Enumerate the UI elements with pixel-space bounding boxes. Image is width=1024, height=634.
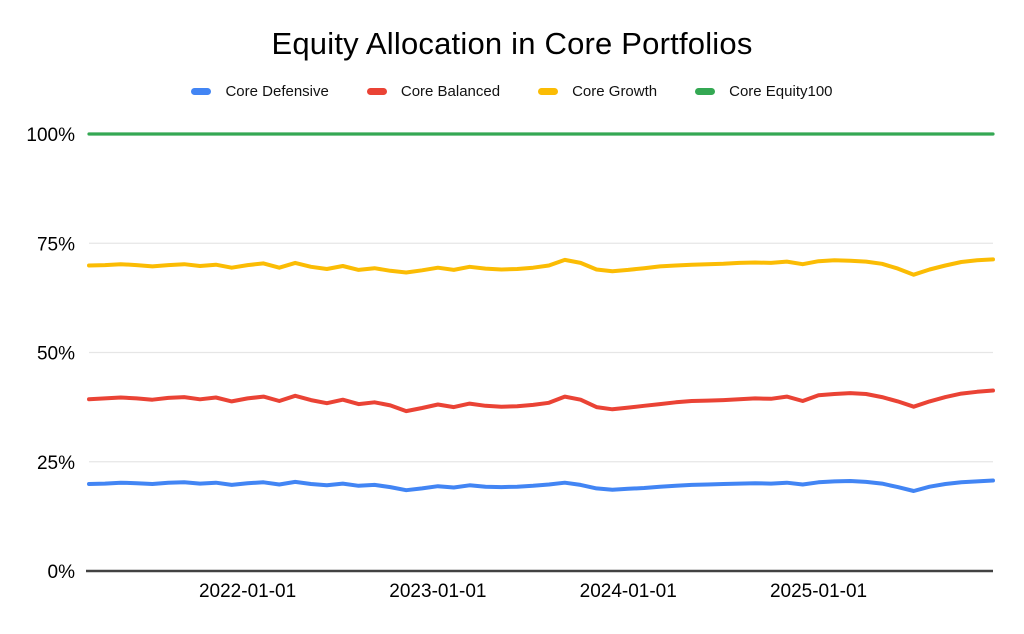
legend-swatch-icon <box>366 87 387 95</box>
y-tick-label: 100% <box>26 125 75 146</box>
legend-item-core-growth: Core Growth <box>538 83 657 100</box>
series-line-core-balanced <box>87 388 995 414</box>
x-tick-label: 2025-01-01 <box>770 581 867 602</box>
series-line-core-growth <box>87 257 995 277</box>
x-tick-label: 2022-01-01 <box>199 581 296 602</box>
y-tick-label: 50% <box>37 344 75 365</box>
legend-item-core-defensive: Core Defensive <box>191 82 329 100</box>
legend-label: Core Balanced <box>400 82 501 100</box>
series-line-core-defensive <box>87 478 995 493</box>
legend-swatch-icon <box>538 87 559 95</box>
x-tick-label: 2024-01-01 <box>580 581 677 602</box>
legend-label: Core Growth <box>572 82 658 100</box>
legend-label: Core Defensive <box>225 82 329 100</box>
chart-title: Equity Allocation in Core Portfolios <box>271 26 753 61</box>
legend-label: Core Equity100 <box>729 82 833 100</box>
legend-swatch-icon <box>191 87 212 95</box>
chart-legend: Core Defensive Core Balanced Core Growth Co… <box>0 80 1024 102</box>
y-tick-label: 75% <box>37 234 75 255</box>
legend-item-core-balanced: Core Balanced <box>366 82 501 100</box>
y-tick-label: 25% <box>37 453 75 474</box>
y-tick-label: 0% <box>48 562 76 583</box>
legend-swatch-icon <box>695 87 716 95</box>
legend-item-core-equity100: Core Equity100 <box>695 82 833 100</box>
x-tick-label: 2023-01-01 <box>389 581 486 602</box>
